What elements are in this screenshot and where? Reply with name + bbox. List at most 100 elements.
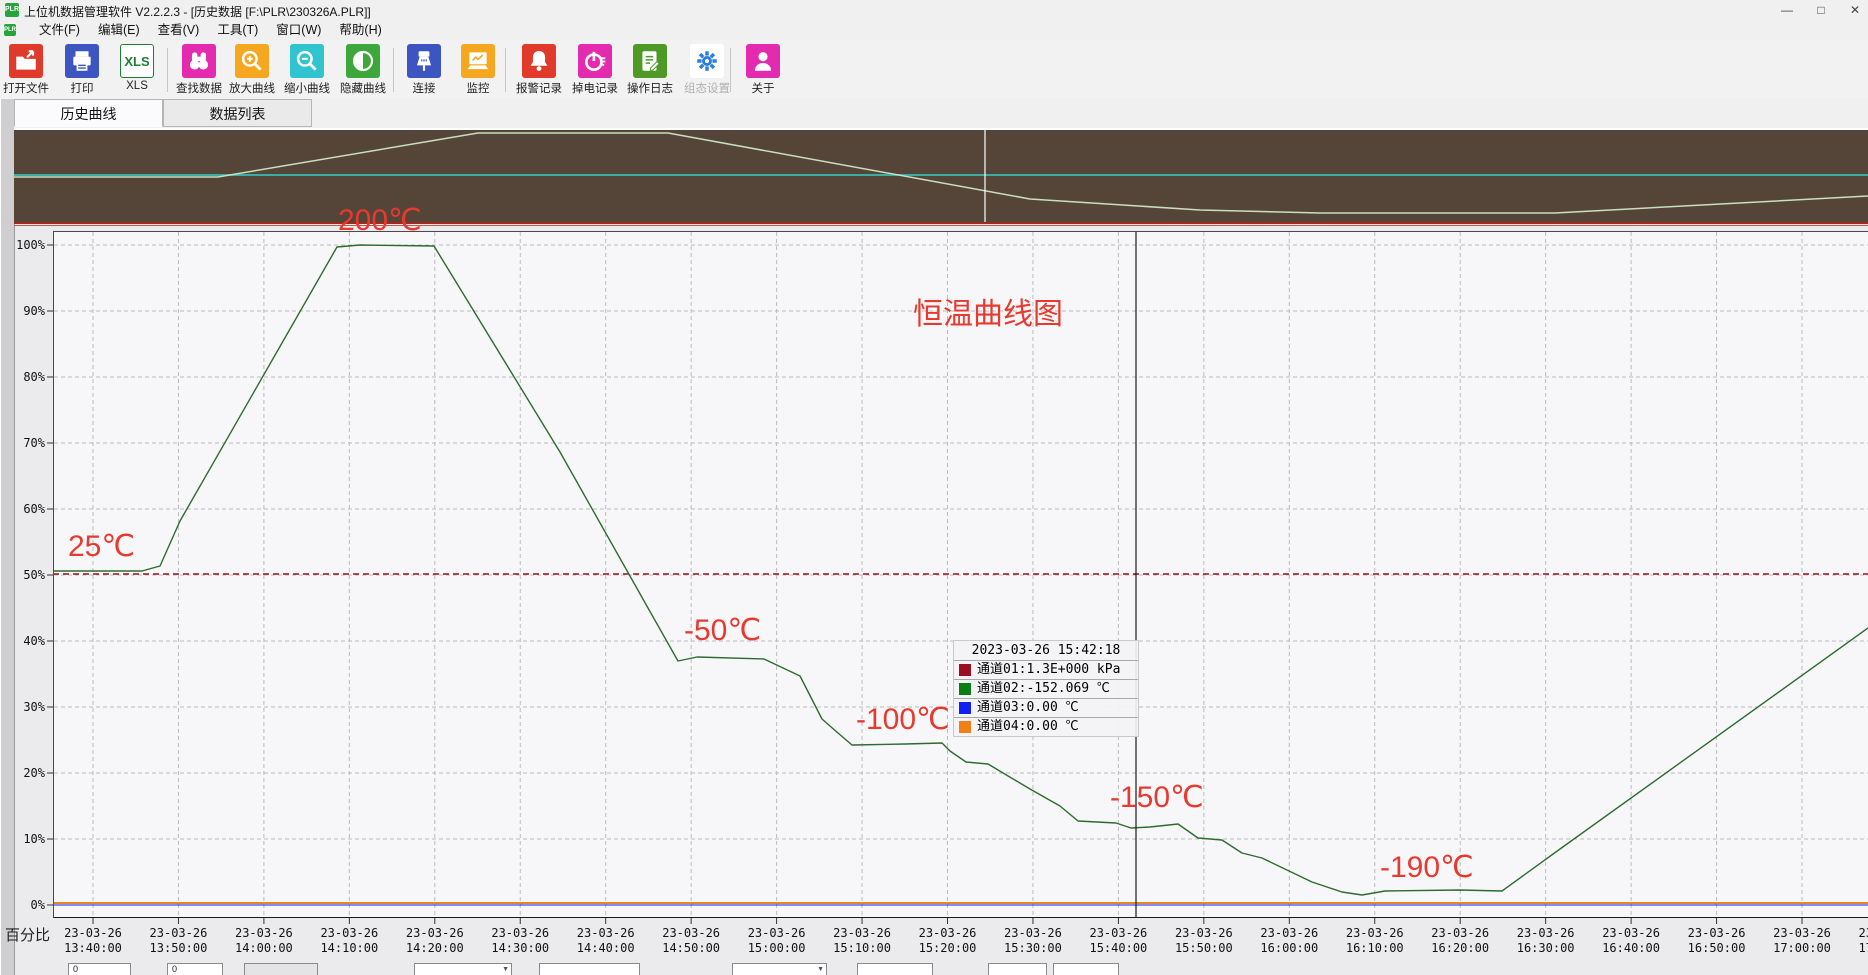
annotation-200: 200℃ — [338, 204, 422, 237]
toolbar-label: 掉电记录 — [572, 83, 618, 95]
cursor-tooltip: 2023-03-26 15:42:18 通道01:1.3E+000 kPa 通道0… — [953, 640, 1139, 737]
menu-item-4[interactable]: 工具(T) — [217, 23, 259, 37]
main-chart-plot[interactable] — [53, 231, 1868, 918]
y-tick-label: 80% — [23, 370, 45, 384]
x-tick-label: 23-03-26 15:40:00 — [1089, 926, 1148, 955]
spinner-partial[interactable] — [539, 963, 640, 975]
spinner-partial[interactable]: 0 — [167, 963, 223, 975]
overview-chart[interactable] — [14, 128, 1868, 222]
y-tick-label: 90% — [23, 304, 45, 318]
toolbar-label: 打印 — [70, 83, 94, 95]
open-file-icon — [9, 44, 43, 78]
toolbar-button-open-file[interactable]: 打开文件 — [0, 44, 54, 96]
toolbar-button-hide-curve[interactable]: 隐藏曲线 — [335, 44, 391, 96]
toolbar-button-about[interactable]: 关于 — [735, 44, 791, 96]
y-tick-label: 100% — [16, 238, 45, 252]
toolbar-button-xls[interactable]: XLS XLS — [109, 44, 165, 92]
channel-color-swatch — [959, 702, 971, 714]
hide-curve-icon — [346, 44, 380, 78]
tab-history-curve[interactable]: 历史曲线 — [14, 99, 163, 127]
toolbar-label: 隐藏曲线 — [340, 83, 386, 95]
tab-data-list[interactable]: 数据列表 — [163, 99, 312, 127]
annotation-25: 25℃ — [68, 530, 136, 563]
channel-value-text: 通道02:-152.069 ℃ — [977, 681, 1110, 696]
y-tick-label: 20% — [23, 766, 45, 780]
x-tick-label: 23-03-26 14:30:00 — [491, 926, 550, 955]
menu-item-2[interactable]: 编辑(E) — [97, 23, 140, 37]
dropdown-partial[interactable]: ▼ — [414, 963, 512, 975]
control-partial[interactable] — [988, 963, 1047, 975]
spinner-partial[interactable]: 0 — [68, 963, 131, 975]
toolbar-button-monitor[interactable]: 监控 — [450, 44, 506, 96]
x-tick-label: 23-03-26 16:00:00 — [1260, 926, 1319, 955]
y-tick-label: 60% — [23, 502, 45, 516]
x-tick-label: 23-03-26 16:40:00 — [1602, 926, 1660, 955]
window-controls: — □ ✕ — [1780, 0, 1862, 20]
x-tick-label: 23-03-26 13:40:00 — [64, 926, 122, 955]
window-title: 上位机数据管理软件 V2.2.2.3 - [历史数据 [F:\PLR\23032… — [24, 5, 371, 19]
x-tick-label: 23-03-26 15:50:00 — [1174, 926, 1233, 955]
annotation--150: -150℃ — [1110, 781, 1204, 814]
toolbar-separator — [730, 48, 731, 92]
x-tick-label: 23-03-26 15:20:00 — [918, 926, 977, 955]
toolbar-button-search-data[interactable]: 查找数据 — [171, 44, 227, 96]
x-tick-label: 23-03-26 17:10:00 — [1858, 926, 1868, 955]
toolbar-label: 查找数据 — [176, 83, 222, 95]
annotation-: 恒温曲线图 — [913, 298, 1063, 331]
tab-bar: 历史曲线 数据列表 — [14, 99, 1868, 128]
monitor-icon — [461, 44, 495, 78]
y-axis-unit-label: 百分比 — [5, 927, 51, 944]
document-icon: PLR — [4, 24, 16, 36]
alarm-icon — [522, 44, 556, 78]
close-button[interactable]: ✕ — [1849, 3, 1861, 17]
toolbar-button-printer[interactable]: 打印 — [54, 44, 110, 96]
channel-value-text: 通道01:1.3E+000 kPa — [977, 662, 1121, 677]
toolbar-button-zoom-in[interactable]: 放大曲线 — [224, 44, 280, 96]
power-log-icon — [578, 44, 612, 78]
toolbar-separator — [393, 48, 394, 92]
control-partial[interactable] — [244, 963, 318, 975]
menu-item-5[interactable]: 窗口(W) — [276, 23, 322, 37]
channel-value-text: 通道04:0.00 ℃ — [977, 719, 1079, 734]
channel-color-swatch — [959, 683, 971, 695]
toolbar-button-alarm[interactable]: 报警记录 — [511, 44, 567, 96]
x-tick-label: 23-03-26 17:00:00 — [1773, 926, 1831, 955]
menu-item-1[interactable]: 文件(F) — [39, 23, 80, 37]
channel-color-swatch — [959, 721, 971, 733]
printer-icon — [65, 44, 99, 78]
toolbar-label: 放大曲线 — [229, 83, 275, 95]
y-tick-label: 10% — [23, 832, 45, 846]
toolbar-button-zoom-out[interactable]: 缩小曲线 — [279, 44, 335, 96]
maximize-button[interactable]: □ — [1817, 3, 1825, 17]
tooltip-timestamp: 2023-03-26 15:42:18 — [971, 643, 1121, 658]
control-partial[interactable] — [1053, 963, 1119, 975]
toolbar-button-power-log[interactable]: 掉电记录 — [567, 44, 623, 96]
toolbar-separator — [167, 48, 168, 92]
menu-bar: PLR 文件(F) 编辑(E) 查看(V) 工具(T) 窗口(W) 帮助(H) — [0, 20, 1868, 40]
connect-icon — [407, 44, 441, 78]
about-icon — [746, 44, 780, 78]
menu-item-3[interactable]: 查看(V) — [157, 23, 200, 37]
menu-item-6[interactable]: 帮助(H) — [339, 23, 382, 37]
x-tick-label: 23-03-26 13:50:00 — [149, 926, 208, 955]
toolbar-label: 组态设置 — [684, 83, 730, 95]
zoom-in-icon — [235, 44, 269, 78]
tooltip-channel-row: 通道01:1.3E+000 kPa — [954, 660, 1138, 679]
overview-bottom-line-2 — [14, 225, 1868, 226]
tooltip-channel-row: 通道02:-152.069 ℃ — [954, 679, 1138, 698]
x-tick-label: 23-03-26 16:50:00 — [1687, 926, 1746, 955]
x-tick-label: 23-03-26 15:30:00 — [1004, 926, 1062, 955]
x-tick-label: 23-03-26 14:40:00 — [576, 926, 635, 955]
toolbar-button-connect[interactable]: 连接 — [396, 44, 452, 96]
xls-icon: XLS — [120, 44, 154, 78]
minimize-button[interactable]: — — [1781, 3, 1793, 17]
toolbar-button-op-log[interactable]: 操作日志 — [622, 44, 678, 96]
control-partial[interactable] — [857, 963, 933, 975]
y-tick-label: 30% — [23, 700, 45, 714]
dropdown-partial[interactable]: ▼ — [732, 963, 827, 975]
x-tick-label: 23-03-26 14:20:00 — [405, 926, 464, 955]
title-bar: PLR 上位机数据管理软件 V2.2.2.3 - [历史数据 [F:\PLR\2… — [0, 0, 1868, 21]
toolbar-label: 操作日志 — [627, 83, 673, 95]
left-scroll-strip[interactable] — [0, 99, 15, 975]
